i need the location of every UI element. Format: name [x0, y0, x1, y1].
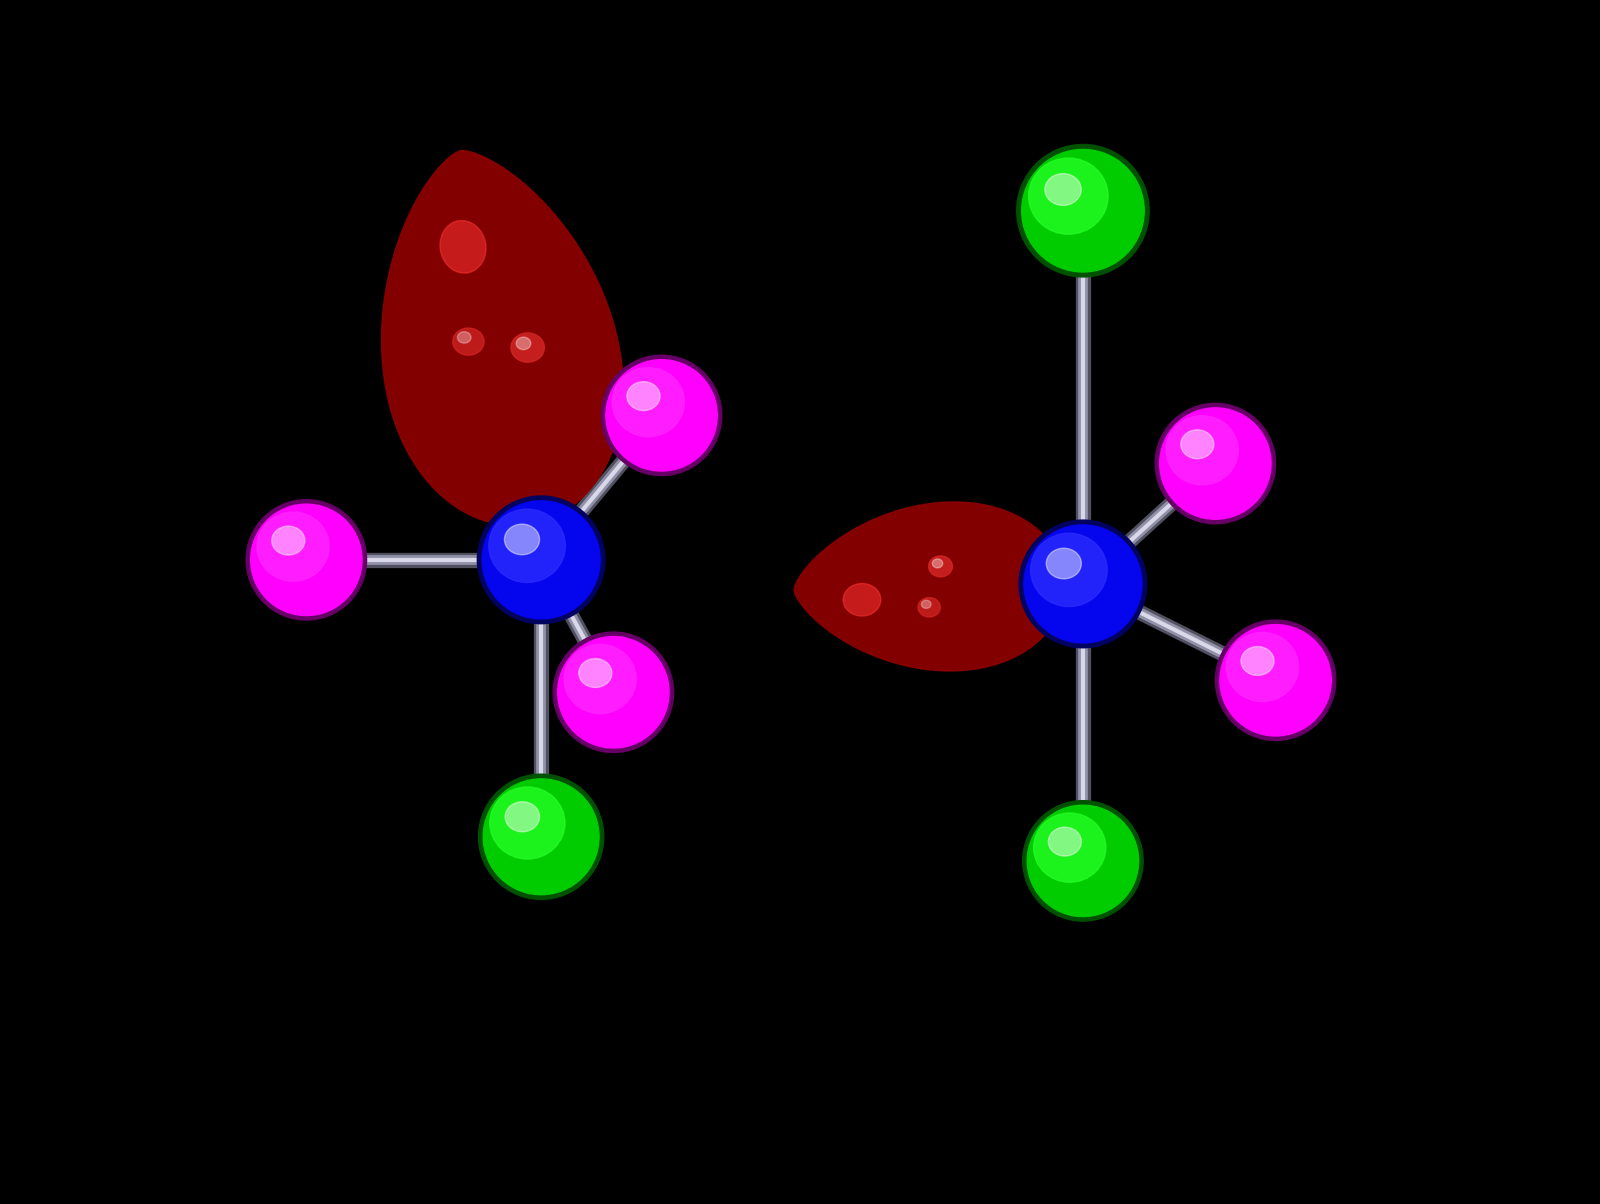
Ellipse shape [440, 220, 486, 273]
Ellipse shape [606, 360, 717, 471]
Ellipse shape [1181, 430, 1214, 459]
Ellipse shape [510, 334, 544, 362]
Ellipse shape [1034, 813, 1106, 883]
Ellipse shape [933, 559, 942, 568]
Ellipse shape [565, 644, 637, 714]
Ellipse shape [1046, 548, 1082, 579]
Ellipse shape [1045, 173, 1082, 206]
Ellipse shape [482, 501, 600, 619]
Ellipse shape [1226, 632, 1299, 702]
Ellipse shape [1216, 620, 1336, 740]
Ellipse shape [272, 526, 306, 555]
Ellipse shape [1022, 801, 1142, 921]
Ellipse shape [490, 509, 565, 583]
Ellipse shape [1155, 403, 1275, 524]
Polygon shape [794, 502, 1066, 671]
Ellipse shape [1030, 533, 1107, 607]
Ellipse shape [258, 512, 330, 582]
Ellipse shape [517, 337, 531, 349]
Ellipse shape [1027, 805, 1139, 916]
Ellipse shape [490, 787, 565, 858]
Ellipse shape [453, 327, 485, 355]
Ellipse shape [1029, 158, 1109, 235]
Ellipse shape [478, 774, 603, 899]
Ellipse shape [1160, 408, 1270, 519]
Ellipse shape [458, 331, 470, 343]
Ellipse shape [506, 802, 539, 832]
Ellipse shape [1242, 647, 1274, 675]
Polygon shape [381, 150, 622, 525]
Ellipse shape [613, 367, 685, 437]
Ellipse shape [602, 355, 722, 476]
Ellipse shape [1019, 520, 1147, 648]
Ellipse shape [1166, 415, 1238, 485]
Ellipse shape [928, 556, 952, 577]
Ellipse shape [922, 601, 931, 608]
Ellipse shape [483, 779, 598, 895]
Ellipse shape [554, 632, 674, 752]
Ellipse shape [558, 637, 669, 748]
Ellipse shape [1024, 525, 1142, 643]
Ellipse shape [504, 524, 539, 555]
Ellipse shape [843, 584, 880, 616]
Ellipse shape [251, 504, 362, 615]
Ellipse shape [1048, 827, 1082, 856]
Ellipse shape [477, 496, 605, 624]
Ellipse shape [918, 597, 941, 616]
Ellipse shape [246, 500, 366, 620]
Ellipse shape [1022, 149, 1144, 272]
Ellipse shape [627, 382, 661, 411]
Ellipse shape [579, 659, 611, 687]
Ellipse shape [1219, 625, 1331, 736]
Ellipse shape [1016, 144, 1149, 277]
